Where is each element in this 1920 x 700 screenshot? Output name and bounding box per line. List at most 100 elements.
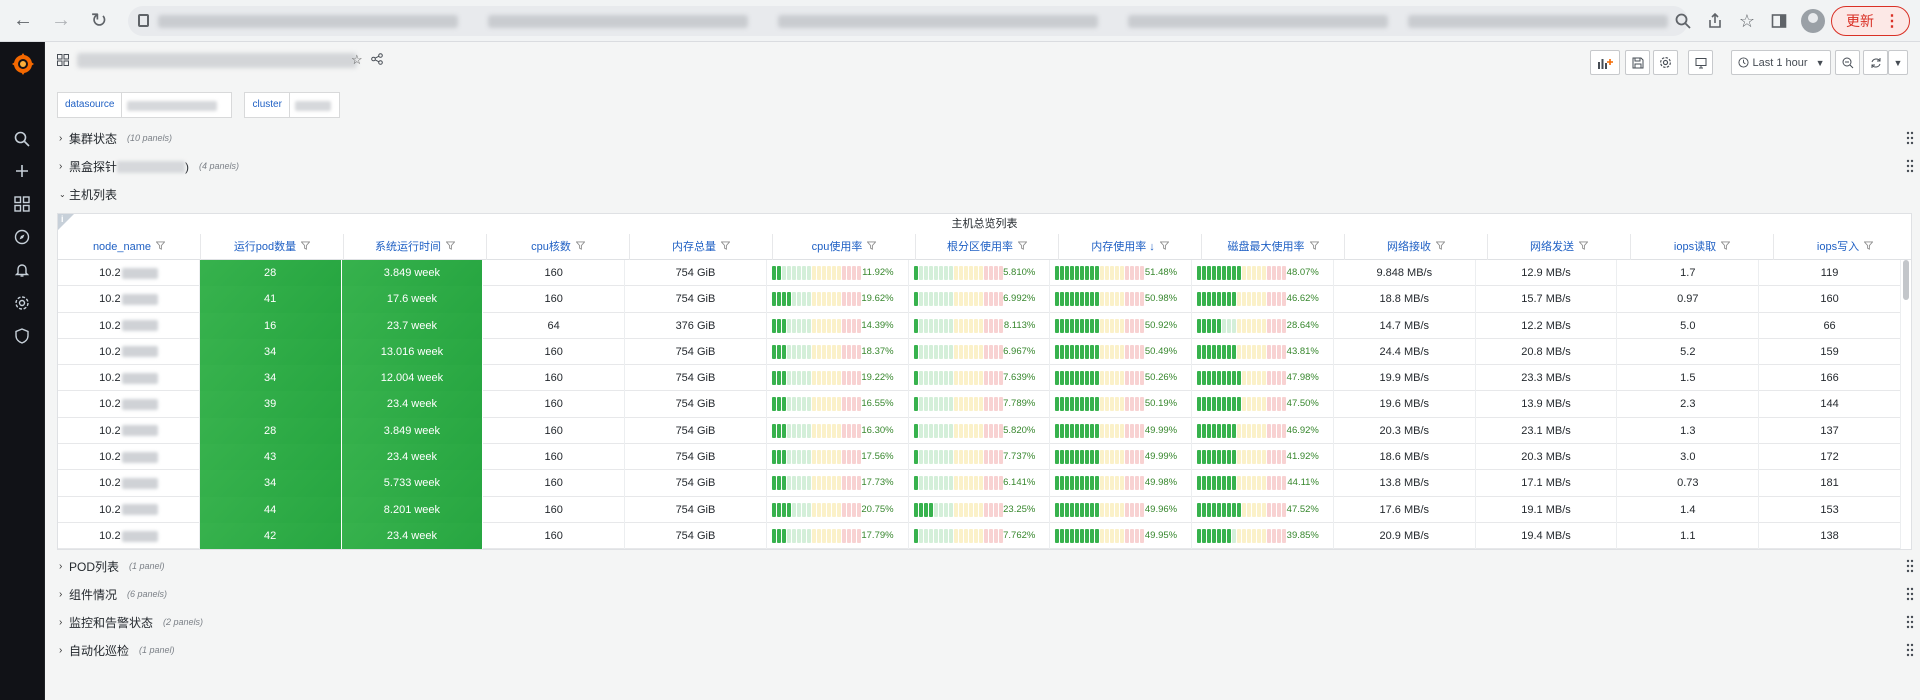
cell-mem-use: 49.99% xyxy=(1050,444,1193,471)
cell-iops-w: 159 xyxy=(1759,338,1901,366)
filter-icon[interactable] xyxy=(575,235,586,261)
bookmark-star-icon[interactable]: ☆ xyxy=(1738,10,1756,31)
share-dashboard-icon[interactable] xyxy=(371,53,383,68)
save-dashboard-button[interactable] xyxy=(1625,50,1650,75)
cell-mem-use: 49.96% xyxy=(1050,496,1193,523)
column-header[interactable]: 网络发送 xyxy=(1488,234,1631,260)
row-cluster-status[interactable]: › 集群状态 (10 panels) xyxy=(45,126,1920,150)
search-icon[interactable] xyxy=(11,128,33,150)
panel-title[interactable]: 主机总览列表 xyxy=(951,218,1018,230)
zoom-icon[interactable] xyxy=(1667,5,1699,37)
gauge-value: 28.64% xyxy=(1286,319,1319,331)
filter-icon[interactable] xyxy=(1578,235,1589,261)
cell-node: 10.2 xyxy=(58,338,200,366)
add-panel-button[interactable] xyxy=(1590,50,1620,75)
drag-handle-icon[interactable] xyxy=(1906,615,1914,629)
column-header[interactable]: cpu使用率 xyxy=(773,234,916,260)
bar-gauge xyxy=(771,292,861,307)
filter-icon[interactable] xyxy=(300,235,311,261)
bar-gauge xyxy=(771,423,861,438)
row-host-list[interactable]: ⌄ 主机列表 xyxy=(45,182,1920,206)
bar-gauge xyxy=(1197,528,1287,543)
filter-icon[interactable] xyxy=(445,235,456,261)
row-components[interactable]: › 组件情况 (6 panels) xyxy=(45,582,1920,606)
cell-mem: 754 GiB xyxy=(625,338,767,366)
column-header[interactable]: cpu核数 xyxy=(487,234,630,260)
filter-icon[interactable] xyxy=(1435,235,1446,261)
column-header[interactable]: 磁盘最大使用率 xyxy=(1202,234,1345,260)
share-page-icon[interactable] xyxy=(1699,5,1731,37)
bar-gauge xyxy=(913,502,1003,517)
filter-icon[interactable] xyxy=(1017,235,1028,261)
row-panel-count: (1 panel) xyxy=(139,645,175,655)
column-header[interactable]: iops读取 xyxy=(1631,234,1774,260)
row-auto-inspection[interactable]: › 自动化巡检 (1 panel) xyxy=(45,638,1920,662)
forward-icon[interactable]: → xyxy=(51,9,71,31)
table-row: 10.2 28 3.849 week 160 754 GiB 16.30% 5.820% 49… xyxy=(58,417,1901,445)
cell-tx: 23.1 MB/s xyxy=(1476,417,1618,445)
cell-disk-use: 28.64% xyxy=(1192,312,1334,339)
reload-icon[interactable]: ↻ xyxy=(90,10,108,32)
variables-bar: datasource cluster xyxy=(57,92,340,118)
table-scrollbar[interactable] xyxy=(1903,260,1909,300)
side-panel-icon[interactable] xyxy=(1763,5,1795,37)
gauge-value: 7.762% xyxy=(1003,529,1036,541)
grafana-logo-icon[interactable] xyxy=(11,52,35,76)
column-header[interactable]: 系统运行时间 xyxy=(344,234,487,260)
zoom-out-button[interactable] xyxy=(1835,50,1860,75)
column-header[interactable]: node_name xyxy=(58,234,201,260)
column-header[interactable]: 内存使用率 ↓ xyxy=(1059,234,1202,260)
filter-icon[interactable] xyxy=(1308,235,1320,261)
server-admin-shield-icon[interactable] xyxy=(11,325,33,347)
drag-handle-icon[interactable] xyxy=(1906,559,1914,573)
filter-icon[interactable] xyxy=(155,235,166,261)
chevron-down-icon: ▼ xyxy=(1893,57,1903,68)
variable-select[interactable] xyxy=(289,92,340,118)
row-pod-list[interactable]: › POD列表 (1 panel) xyxy=(45,554,1920,578)
cell-node: 10.2 xyxy=(58,522,200,549)
row-panel-count: (1 panel) xyxy=(129,561,165,571)
explore-compass-icon[interactable] xyxy=(11,226,33,248)
drag-handle-icon[interactable] xyxy=(1906,159,1914,173)
row-blackbox-probe[interactable]: › 黑盒探针) (4 panels) xyxy=(45,154,1920,178)
bar-gauge xyxy=(913,266,1003,280)
dashboards-icon[interactable] xyxy=(11,193,33,215)
table-row: 10.2 34 12.004 week 160 754 GiB 19.22% 7.639% 5… xyxy=(58,365,1901,392)
cell-iops-w: 166 xyxy=(1759,365,1901,392)
column-header[interactable]: 运行pod数量 xyxy=(201,234,344,260)
alerting-bell-icon[interactable] xyxy=(11,259,33,281)
cell-node: 10.2 xyxy=(58,260,200,287)
row-monitoring-alerts[interactable]: › 监控和告警状态 (2 panels) xyxy=(45,610,1920,634)
column-header[interactable]: 网络接收 xyxy=(1345,234,1488,260)
dashboard-title[interactable] xyxy=(77,53,357,68)
back-icon[interactable]: ← xyxy=(13,9,33,31)
favorite-star-icon[interactable]: ☆ xyxy=(351,52,363,67)
profile-avatar[interactable] xyxy=(1801,9,1825,33)
refresh-interval-dropdown[interactable]: ▼ xyxy=(1888,50,1908,75)
cell-disk-use: 47.98% xyxy=(1192,365,1334,392)
time-range-picker[interactable]: Last 1 hour ▼ xyxy=(1731,50,1831,75)
cycle-view-mode-button[interactable] xyxy=(1688,50,1713,75)
create-plus-icon[interactable] xyxy=(11,160,33,182)
filter-icon[interactable] xyxy=(866,235,877,261)
dashboard-settings-button[interactable] xyxy=(1653,50,1678,75)
configuration-gear-icon[interactable] xyxy=(11,292,33,314)
column-header[interactable]: 内存总量 xyxy=(630,234,773,260)
address-bar[interactable] xyxy=(128,6,1688,36)
column-header[interactable]: iops写入 xyxy=(1774,234,1911,261)
column-header[interactable]: 根分区使用率 xyxy=(916,234,1059,260)
drag-handle-icon[interactable] xyxy=(1906,643,1914,657)
filter-icon[interactable] xyxy=(1159,235,1170,261)
panel-info-icon[interactable]: i xyxy=(58,214,74,230)
update-button[interactable]: 更新 ⋮ xyxy=(1831,6,1910,36)
filter-icon[interactable] xyxy=(1720,235,1731,261)
filter-icon[interactable] xyxy=(1863,235,1874,261)
drag-handle-icon[interactable] xyxy=(1906,587,1914,601)
gauge-value: 5.810% xyxy=(1003,267,1036,278)
refresh-button[interactable] xyxy=(1863,50,1888,75)
chevron-right-icon: › xyxy=(59,644,63,656)
filter-icon[interactable] xyxy=(720,235,731,261)
drag-handle-icon[interactable] xyxy=(1906,131,1914,145)
variable-select[interactable] xyxy=(122,92,233,118)
chevron-right-icon: › xyxy=(59,160,63,172)
